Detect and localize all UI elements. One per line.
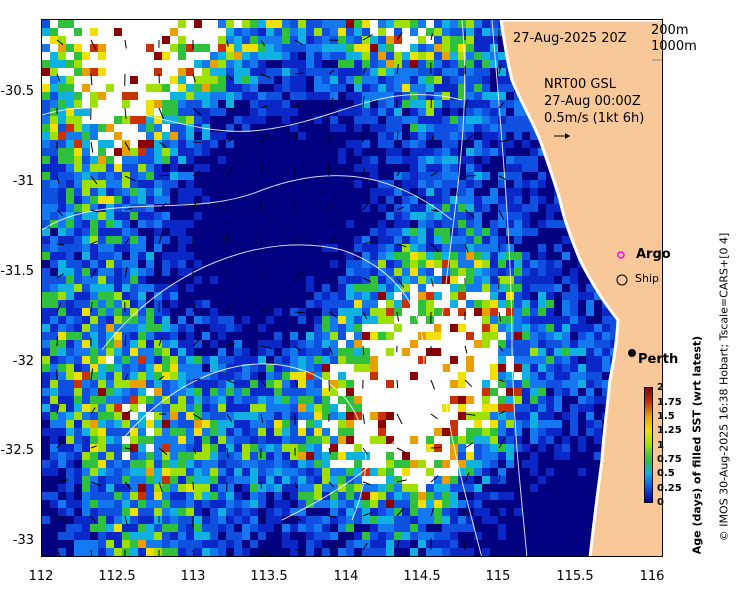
- source-date: 27-Aug 00:00Z: [544, 94, 641, 109]
- depth-contour-label: 200m: [651, 23, 689, 38]
- y-tick-label: -32.5: [0, 443, 34, 458]
- argo-marker: [617, 251, 625, 259]
- city-marker: [628, 349, 636, 357]
- x-tick-label: 115.5: [556, 569, 594, 584]
- map-timestamp: 27-Aug-2025 20Z: [513, 31, 627, 46]
- map-frame: [41, 19, 663, 557]
- x-tick-label: 113: [180, 569, 206, 584]
- colorbar-tick: 1.5: [657, 411, 675, 422]
- colorbar-tick: 0.5: [657, 468, 675, 479]
- colorbar-tick: 2: [657, 382, 664, 393]
- y-tick-label: -33: [12, 533, 34, 548]
- x-tick-label: 112: [28, 569, 54, 584]
- x-tick-label: 112.5: [98, 569, 136, 584]
- colorbar-title: Age (days) of filled SST (wrt latest): [690, 335, 704, 555]
- x-tick-label: 114: [333, 569, 359, 584]
- vector-scale-label: 0.5m/s (1kt 6h): [544, 111, 645, 126]
- y-tick-label: -32: [12, 354, 34, 369]
- colorbar: [644, 387, 653, 503]
- y-tick-label: -31: [12, 174, 34, 189]
- scale-arrow: [554, 133, 570, 139]
- x-tick-label: 114.5: [403, 569, 441, 584]
- source-label: NRT00 GSL: [544, 77, 616, 92]
- colorbar-tick: 0.75: [657, 454, 682, 465]
- credit-text: © IMOS 30-Aug-2025 16:38 Hobart; Tscale=…: [717, 232, 731, 542]
- ship-label: Ship: [635, 272, 659, 285]
- x-tick-label: 116: [639, 569, 665, 584]
- x-tick-label: 115: [485, 569, 511, 584]
- x-tick-label: 113.5: [250, 569, 288, 584]
- y-tick-label: -30.5: [0, 84, 34, 99]
- colorbar-tick: 1.25: [657, 425, 682, 436]
- colorbar-tick: 0.25: [657, 483, 682, 494]
- city-label: Perth: [638, 352, 679, 367]
- colorbar-tick: 1.75: [657, 397, 682, 408]
- y-tick-label: -31.5: [0, 264, 34, 279]
- depth-contour-label: 1000m: [651, 39, 697, 54]
- land-mass: [499, 20, 662, 556]
- ship-marker: [616, 274, 628, 286]
- colorbar-tick: 0: [657, 497, 664, 508]
- argo-label: Argo: [636, 247, 671, 262]
- sst-age-map: [42, 20, 662, 556]
- current-vectors: [56, 29, 509, 556]
- depth-contours: [42, 20, 528, 556]
- colorbar-tick: 1: [657, 440, 664, 451]
